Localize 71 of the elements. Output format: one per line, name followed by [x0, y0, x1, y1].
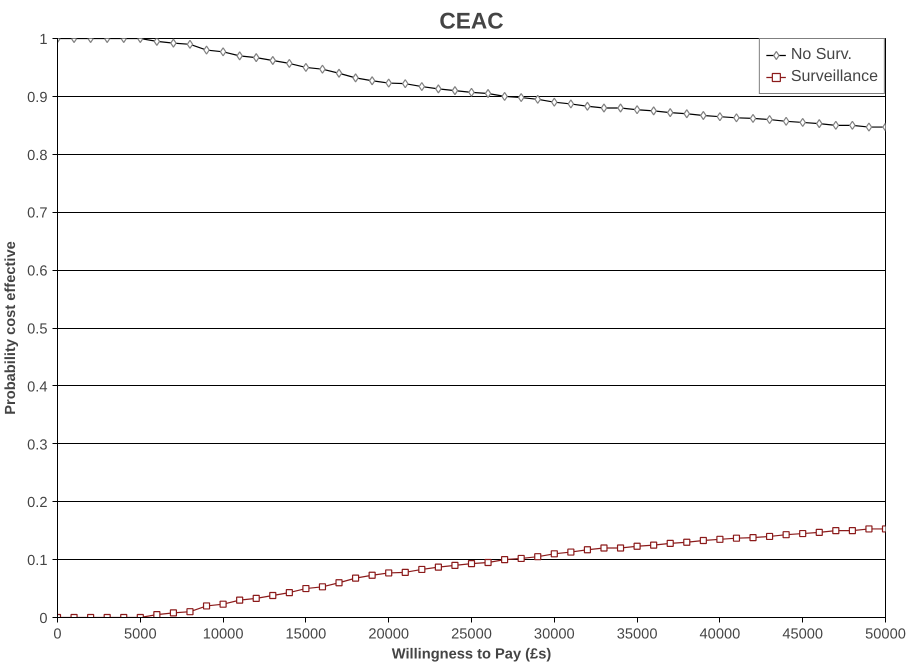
point [816, 528, 823, 536]
x-tick-label: 50000 [865, 626, 906, 642]
point [451, 562, 459, 569]
point [584, 546, 592, 554]
point [269, 592, 276, 600]
point [501, 556, 508, 564]
legend-label: No Surv. [790, 46, 852, 64]
point [799, 530, 806, 538]
x-tick-label: 5000 [124, 626, 157, 642]
y-tick-label: 0.1 [27, 553, 48, 570]
point [318, 583, 326, 590]
point [186, 608, 194, 616]
point [402, 568, 409, 576]
point [634, 542, 641, 550]
point [534, 553, 542, 560]
point [468, 560, 476, 568]
point [865, 525, 873, 533]
x-tick-label: 10000 [202, 626, 244, 642]
point [683, 538, 690, 546]
y-tick-label: 0.7 [27, 206, 48, 222]
point [732, 534, 740, 542]
point [286, 589, 293, 596]
point [518, 554, 525, 562]
y-tick-label: 0.3 [27, 437, 48, 454]
point [368, 572, 376, 579]
point [766, 532, 774, 540]
point [616, 544, 624, 552]
point [335, 579, 343, 586]
y-axis-title: Probability cost effective [3, 241, 20, 415]
legend-label: Surveillance [790, 68, 878, 86]
point [252, 594, 260, 602]
point [782, 531, 790, 538]
x-tick-label: 20000 [368, 626, 410, 642]
y-tick-label: 0 [39, 611, 48, 627]
x-tick-label: 40000 [700, 626, 740, 642]
point [749, 534, 757, 542]
point [220, 600, 227, 608]
point [666, 540, 674, 547]
y-tick-label: 0.9 [27, 90, 48, 106]
point [352, 574, 360, 582]
chart-title: CEAC [439, 8, 504, 34]
point [385, 569, 392, 577]
point [153, 611, 160, 618]
point [418, 566, 426, 574]
x-tick-label: 25000 [451, 626, 492, 642]
point [716, 536, 724, 543]
x-tick-label: 45000 [782, 626, 824, 642]
point [700, 536, 707, 544]
point [567, 548, 574, 556]
y-tick-label: 1 [39, 32, 48, 48]
x-tick-label: 0 [53, 626, 62, 642]
point [434, 564, 442, 571]
x-tick-label: 35000 [616, 626, 658, 642]
point [832, 527, 840, 534]
point [600, 544, 608, 552]
point [302, 584, 310, 592]
point [170, 609, 178, 616]
point [650, 542, 658, 549]
point [484, 558, 492, 566]
y-tick-label: 0.5 [27, 322, 48, 338]
x-tick-label: 15000 [286, 626, 326, 642]
point [236, 596, 244, 604]
x-tick-label: 30000 [534, 626, 575, 642]
y-tick-label: 0.4 [27, 379, 48, 396]
point [848, 527, 856, 534]
point [202, 602, 210, 610]
x-axis-title: Willingness to Pay (£s) [392, 646, 552, 662]
y-tick-label: 0.2 [27, 495, 48, 512]
y-tick-label: 0.8 [27, 148, 48, 164]
point [550, 550, 558, 558]
y-tick-label: 0.6 [27, 264, 48, 280]
